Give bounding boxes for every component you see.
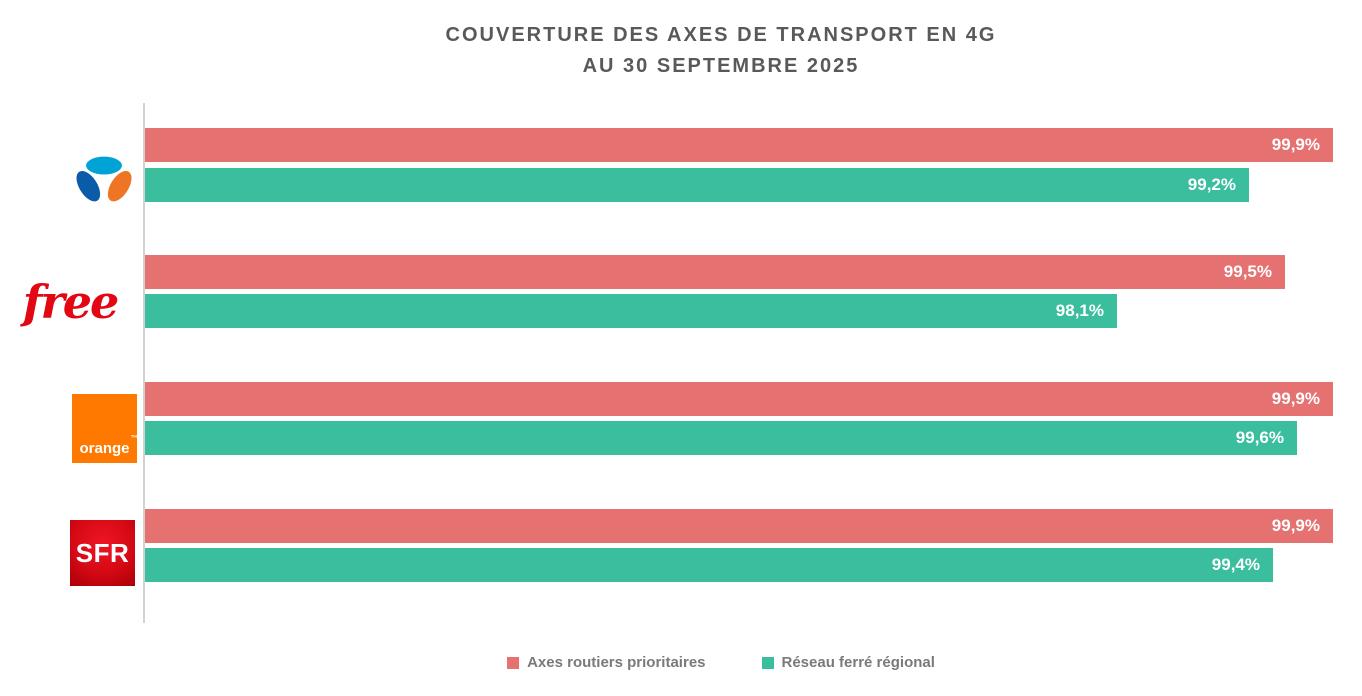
- legend: Axes routiers prioritaires Réseau ferré …: [80, 654, 1362, 671]
- legend-label-roads: Axes routiers prioritaires: [527, 654, 706, 671]
- plot-area: 99,9% 99,2% 99,5% 98,1% 99,9% 99,6% 99,9…: [145, 0, 1345, 648]
- bar-value-label: 99,9%: [1271, 516, 1320, 535]
- y-axis-line: [143, 103, 145, 623]
- bar-value-label: 99,9%: [1271, 135, 1320, 154]
- legend-label-rail: Réseau ferré régional: [781, 654, 935, 671]
- legend-swatch-roads-icon: [507, 656, 520, 669]
- bar-rail-bouygues: 99,2%: [145, 168, 1249, 202]
- bar-value-label: 98,1%: [1055, 301, 1104, 320]
- bar-roads-orange: 99,9%: [145, 382, 1333, 416]
- bar-roads-free: 99,5%: [145, 255, 1285, 289]
- bar-value-label: 99,4%: [1211, 555, 1260, 574]
- bar-value-label: 99,5%: [1223, 262, 1272, 281]
- free-logo: free: [0, 277, 140, 333]
- bar-rail-orange: 99,6%: [145, 421, 1297, 455]
- free-logo-text: free: [22, 275, 120, 329]
- bar-roads-bouygues: 99,9%: [145, 128, 1333, 162]
- sfr-logo-text: SFR: [75, 537, 130, 568]
- bouygues-logo: [69, 150, 138, 208]
- bar-value-label: 99,9%: [1271, 389, 1320, 408]
- sfr-logo: SFR: [70, 520, 135, 586]
- bar-roads-sfr: 99,9%: [145, 509, 1333, 543]
- legend-swatch-rail-icon: [761, 656, 774, 669]
- orange-tm-mark: ™: [130, 435, 138, 442]
- chart-title-line1: COUVERTURE DES AXES DE TRANSPORT EN 4G: [445, 24, 997, 46]
- orange-logo: orange ™: [72, 394, 138, 463]
- chart-title-line2: AU 30 SEPTEMBRE 2025: [582, 55, 860, 77]
- orange-logo-text: orange ™: [79, 435, 138, 457]
- bar-rail-sfr: 99,4%: [145, 548, 1273, 582]
- bouygues-ellipses-icon: [76, 156, 131, 202]
- bar-rail-free: 98,1%: [145, 294, 1117, 328]
- legend-item-roads: Axes routiers prioritaires: [507, 654, 706, 671]
- chart-title: COUVERTURE DES AXES DE TRANSPORT EN 4G A…: [80, 20, 1362, 82]
- legend-item-rail: Réseau ferré régional: [761, 654, 935, 671]
- bar-value-label: 99,6%: [1235, 428, 1284, 447]
- bar-value-label: 99,2%: [1187, 175, 1236, 194]
